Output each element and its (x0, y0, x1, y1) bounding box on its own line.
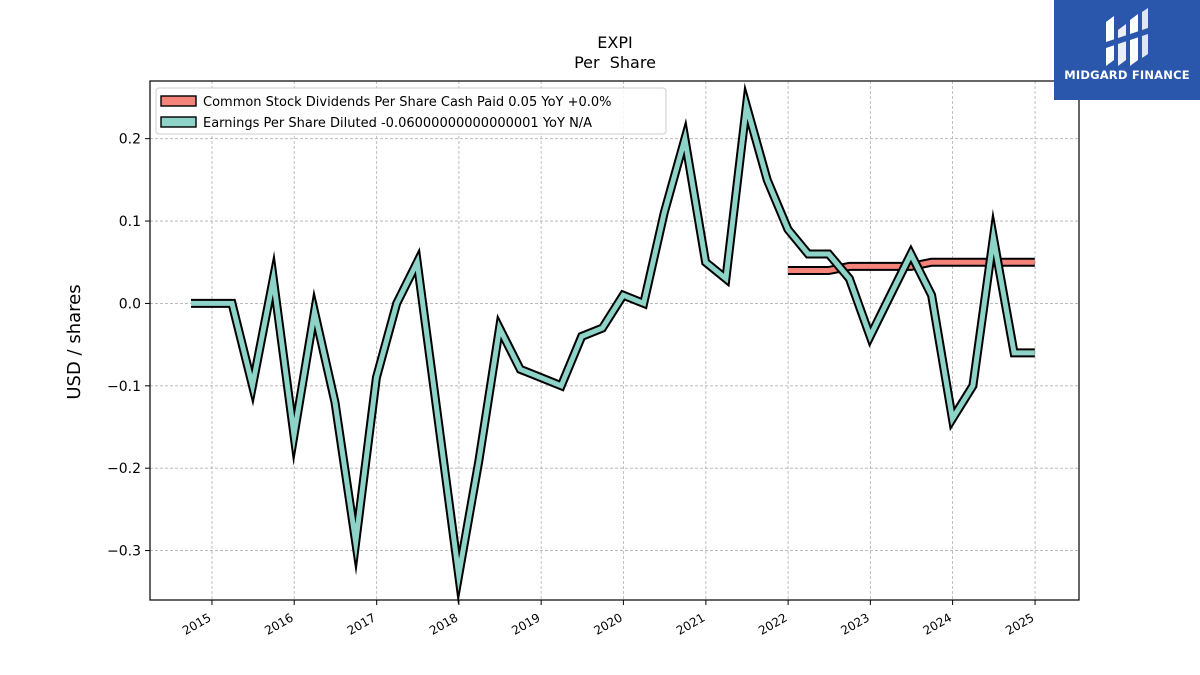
series-1-point (705, 262, 706, 263)
brand-logo: MIDGARD FINANCE (1054, 0, 1200, 100)
series-1-point (314, 311, 315, 312)
y-tick-label: 0.0 (119, 296, 141, 312)
series-1-point (273, 278, 274, 279)
chart-subtitle: Per Share (574, 53, 656, 72)
series-1-point (191, 303, 192, 304)
series-1-point (602, 328, 603, 329)
legend-label-0: Common Stock Dividends Per Share Cash Pa… (203, 95, 612, 110)
x-tick-label: 2019 (509, 610, 542, 637)
series-0-point (1034, 262, 1035, 263)
series-1-point (993, 237, 994, 238)
series-1-point (232, 303, 233, 304)
x-tick-label: 2018 (427, 610, 460, 637)
legend-box (155, 87, 667, 135)
logo-text: MIDGARD FINANCE (1064, 68, 1190, 82)
chart-title: EXPI (597, 33, 632, 52)
series-0-point (849, 266, 850, 267)
series-1-outline (191, 82, 1035, 605)
series-1-point (767, 179, 768, 180)
x-tick-label: 2020 (591, 610, 624, 637)
series-1-point (561, 385, 562, 386)
series-1-point (849, 278, 850, 279)
series-1-point (828, 254, 829, 255)
series-0-point (787, 270, 788, 271)
series-0-point (952, 262, 953, 263)
series-1-point (479, 460, 480, 461)
series-1-point (520, 369, 521, 370)
y-tick-label: −0.3 (107, 544, 141, 560)
y-axis-label: USD / shares (64, 284, 85, 399)
series-1-point (458, 575, 459, 576)
series-1-point (1014, 352, 1015, 353)
y-tick-label: 0.1 (119, 214, 141, 230)
series-0-point (890, 266, 891, 267)
series-0-point (828, 270, 829, 271)
series-0-point (1014, 262, 1015, 263)
series-1-point (581, 336, 582, 337)
legend: Common Stock Dividends Per Share Cash Pa… (155, 87, 667, 135)
series-1-point (664, 212, 665, 213)
series-1-point (335, 402, 336, 403)
x-tick-label: 2021 (674, 610, 707, 637)
series-1-point (972, 385, 973, 386)
series-1-point (1034, 352, 1035, 353)
x-tick-label: 2015 (180, 610, 213, 637)
x-tick-label: 2016 (262, 610, 295, 637)
series-1-point (623, 295, 624, 296)
series-1-point (376, 377, 377, 378)
series-1-line (191, 92, 1035, 592)
series-1-point (417, 262, 418, 263)
y-tick-label: −0.2 (107, 461, 141, 477)
series-1-point (540, 377, 541, 378)
x-tick-label: 2025 (1003, 610, 1036, 637)
series-1-point (499, 328, 500, 329)
legend-swatch-1 (160, 116, 197, 128)
x-tick-label: 2023 (838, 610, 871, 637)
series-1-point (684, 138, 685, 139)
y-ticks: 0.2 0.1 0.0 −0.1 −0.2 −0.3 (107, 132, 150, 560)
series-1-point (787, 229, 788, 230)
series-1-point (931, 295, 932, 296)
series-1-point (211, 303, 212, 304)
series-1-point (808, 254, 809, 255)
series-1-point (643, 303, 644, 304)
legend-swatch-0 (160, 95, 197, 107)
series-1-point (870, 336, 871, 337)
x-tick-label: 2017 (345, 610, 378, 637)
series-1-point (890, 295, 891, 296)
series-layer (191, 82, 1035, 605)
series-1-point (725, 278, 726, 279)
series-1-point (952, 418, 953, 419)
midgard-logo-icon (1106, 8, 1148, 66)
y-tick-label: 0.2 (119, 132, 141, 148)
series-0-point (931, 262, 932, 263)
grid (150, 81, 1079, 600)
legend-label-1: Earnings Per Share Diluted -0.0600000000… (203, 116, 592, 131)
series-0-point (808, 270, 809, 271)
series-1-point (910, 254, 911, 255)
series-1-point (438, 418, 439, 419)
series-0-point (870, 266, 871, 267)
x-tick-label: 2022 (756, 610, 789, 637)
series-0-point (972, 262, 973, 263)
series-1-point (355, 542, 356, 543)
series-1-point (252, 385, 253, 386)
x-ticks: 2015 2016 2017 2018 2019 2020 2021 2022 2023 2024… (180, 600, 1037, 638)
series-1-point (746, 105, 747, 106)
x-tick-label: 2024 (921, 610, 954, 637)
series-0-point (910, 266, 911, 267)
series-1-point (294, 435, 295, 436)
series-1-point (396, 303, 397, 304)
y-tick-label: −0.1 (107, 379, 141, 395)
plot-frame (149, 80, 1080, 601)
